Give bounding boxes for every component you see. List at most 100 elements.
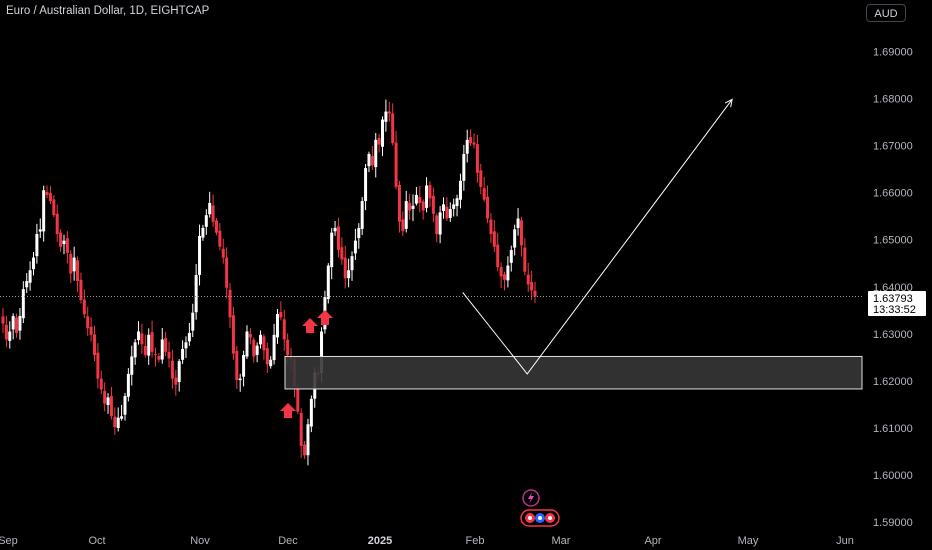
candle <box>86 306 90 336</box>
time-axis[interactable]: Sep Oct Nov Dec 2025 Feb Mar Apr May Jun <box>0 535 854 547</box>
candle <box>425 177 429 213</box>
candle-body <box>225 257 229 288</box>
candle <box>265 342 269 373</box>
candle <box>252 337 256 363</box>
price-tick-label: 1.67000 <box>873 141 913 153</box>
time-tick-label: Sep <box>0 535 18 547</box>
candle <box>48 185 52 205</box>
candle <box>181 340 185 364</box>
candle <box>445 197 449 222</box>
candle <box>248 328 252 345</box>
price-tick-label: 1.61000 <box>873 423 913 435</box>
candle <box>513 224 517 256</box>
candle-body <box>140 333 144 345</box>
candle-body <box>486 196 490 219</box>
candle <box>31 251 35 276</box>
candle-body <box>526 274 530 285</box>
candle-body <box>113 416 117 428</box>
candle-body <box>184 342 188 349</box>
candle <box>211 194 215 227</box>
candle-body <box>4 324 8 340</box>
candle-body <box>265 348 269 365</box>
candle-body <box>384 111 388 122</box>
candle <box>208 191 212 218</box>
candle <box>245 325 249 359</box>
economic-events[interactable] <box>520 489 560 527</box>
candle <box>177 359 181 392</box>
candle-body <box>279 312 283 318</box>
candle <box>330 228 334 280</box>
demand-zone-rectangle[interactable] <box>284 355 863 390</box>
candle-body <box>519 220 523 246</box>
candlestick-series <box>1 99 537 466</box>
candle <box>137 321 141 345</box>
candle <box>519 216 523 257</box>
candle <box>52 195 56 218</box>
price-axis[interactable]: 1.69000 1.68000 1.67000 1.66000 1.65000 1.640… <box>873 46 913 529</box>
candle-body <box>506 265 510 281</box>
candle-body <box>296 387 300 412</box>
candle-body <box>499 267 503 277</box>
candle-body <box>367 153 371 167</box>
candle <box>442 197 446 219</box>
candle-body <box>164 338 168 352</box>
candle <box>72 246 76 281</box>
candle-body <box>231 315 235 354</box>
candle <box>235 345 239 389</box>
candle-body <box>99 378 103 390</box>
candle <box>360 197 364 236</box>
candle <box>506 256 510 288</box>
candle <box>455 194 459 217</box>
candle <box>89 317 93 342</box>
candle <box>126 368 130 402</box>
candle-body <box>201 227 205 238</box>
candle <box>218 223 222 251</box>
candle-body <box>143 345 147 356</box>
candle-body <box>259 334 263 345</box>
candle <box>231 306 235 360</box>
candle <box>418 186 422 213</box>
candle-body <box>214 220 218 233</box>
price-tick-label: 1.65000 <box>873 235 913 247</box>
projection-path-line[interactable] <box>462 99 733 375</box>
candle-body <box>120 416 124 419</box>
candle-body <box>282 319 286 340</box>
candle-body <box>513 229 517 248</box>
candle-body <box>272 334 276 361</box>
candle <box>160 327 164 364</box>
candle <box>35 223 39 264</box>
candle-body <box>106 397 110 406</box>
candle-body <box>320 331 324 374</box>
candle <box>113 407 117 435</box>
candle-body <box>503 274 507 280</box>
candle <box>309 395 313 433</box>
candle-body <box>472 142 476 145</box>
candle-body <box>364 168 368 202</box>
candle <box>353 228 357 260</box>
candle-body <box>347 270 351 279</box>
candle <box>147 328 151 365</box>
candle-body <box>174 377 178 385</box>
candle-body <box>286 339 290 356</box>
lightning-glyph-icon <box>528 492 534 504</box>
candle <box>140 323 144 355</box>
candle-body <box>370 156 374 166</box>
candle <box>170 349 174 389</box>
candle-body <box>123 396 127 415</box>
candle-body <box>109 396 113 417</box>
candle-body <box>89 326 93 335</box>
candle <box>153 347 157 367</box>
price-tick-label: 1.68000 <box>873 93 913 105</box>
candle <box>465 129 469 163</box>
candle <box>343 245 347 289</box>
candle <box>96 343 100 389</box>
candle <box>106 393 110 414</box>
candle-body <box>218 230 222 247</box>
candle <box>448 202 452 223</box>
candle <box>25 273 29 294</box>
candle <box>221 238 225 264</box>
symbol-title[interactable]: Euro / Australian Dollar, 1D, EIGHTCAP <box>6 5 210 17</box>
currency-button[interactable]: AUD <box>866 4 906 22</box>
candle-body <box>458 180 462 200</box>
